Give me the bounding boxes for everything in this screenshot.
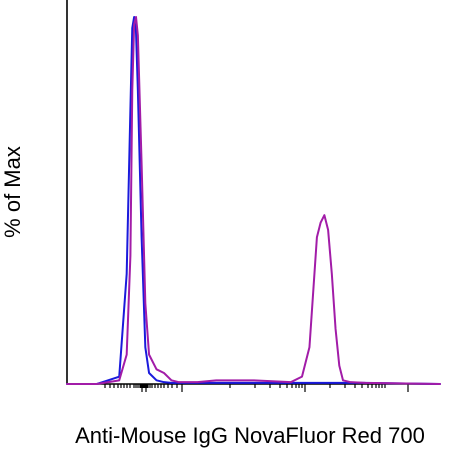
x-axis-ticks [104, 384, 409, 392]
series-line-1 [66, 16, 441, 385]
plot-area [66, 0, 441, 392]
y-axis-label: % of Max [0, 146, 25, 238]
series-line-2 [66, 16, 441, 385]
x-axis-label: Anti-Mouse IgG NovaFluor Red 700 [75, 423, 425, 448]
series-group [66, 16, 441, 385]
